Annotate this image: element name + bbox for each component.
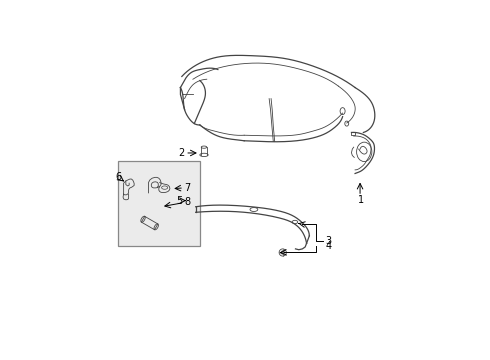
Text: 4: 4 xyxy=(325,241,332,251)
Text: 3: 3 xyxy=(325,235,332,246)
Text: 5: 5 xyxy=(176,195,182,206)
Text: 7: 7 xyxy=(184,183,191,193)
Text: 8: 8 xyxy=(184,197,191,207)
Bar xyxy=(118,161,200,246)
Text: 2: 2 xyxy=(178,148,184,158)
Text: 6: 6 xyxy=(116,172,122,182)
Text: 1: 1 xyxy=(358,195,364,205)
